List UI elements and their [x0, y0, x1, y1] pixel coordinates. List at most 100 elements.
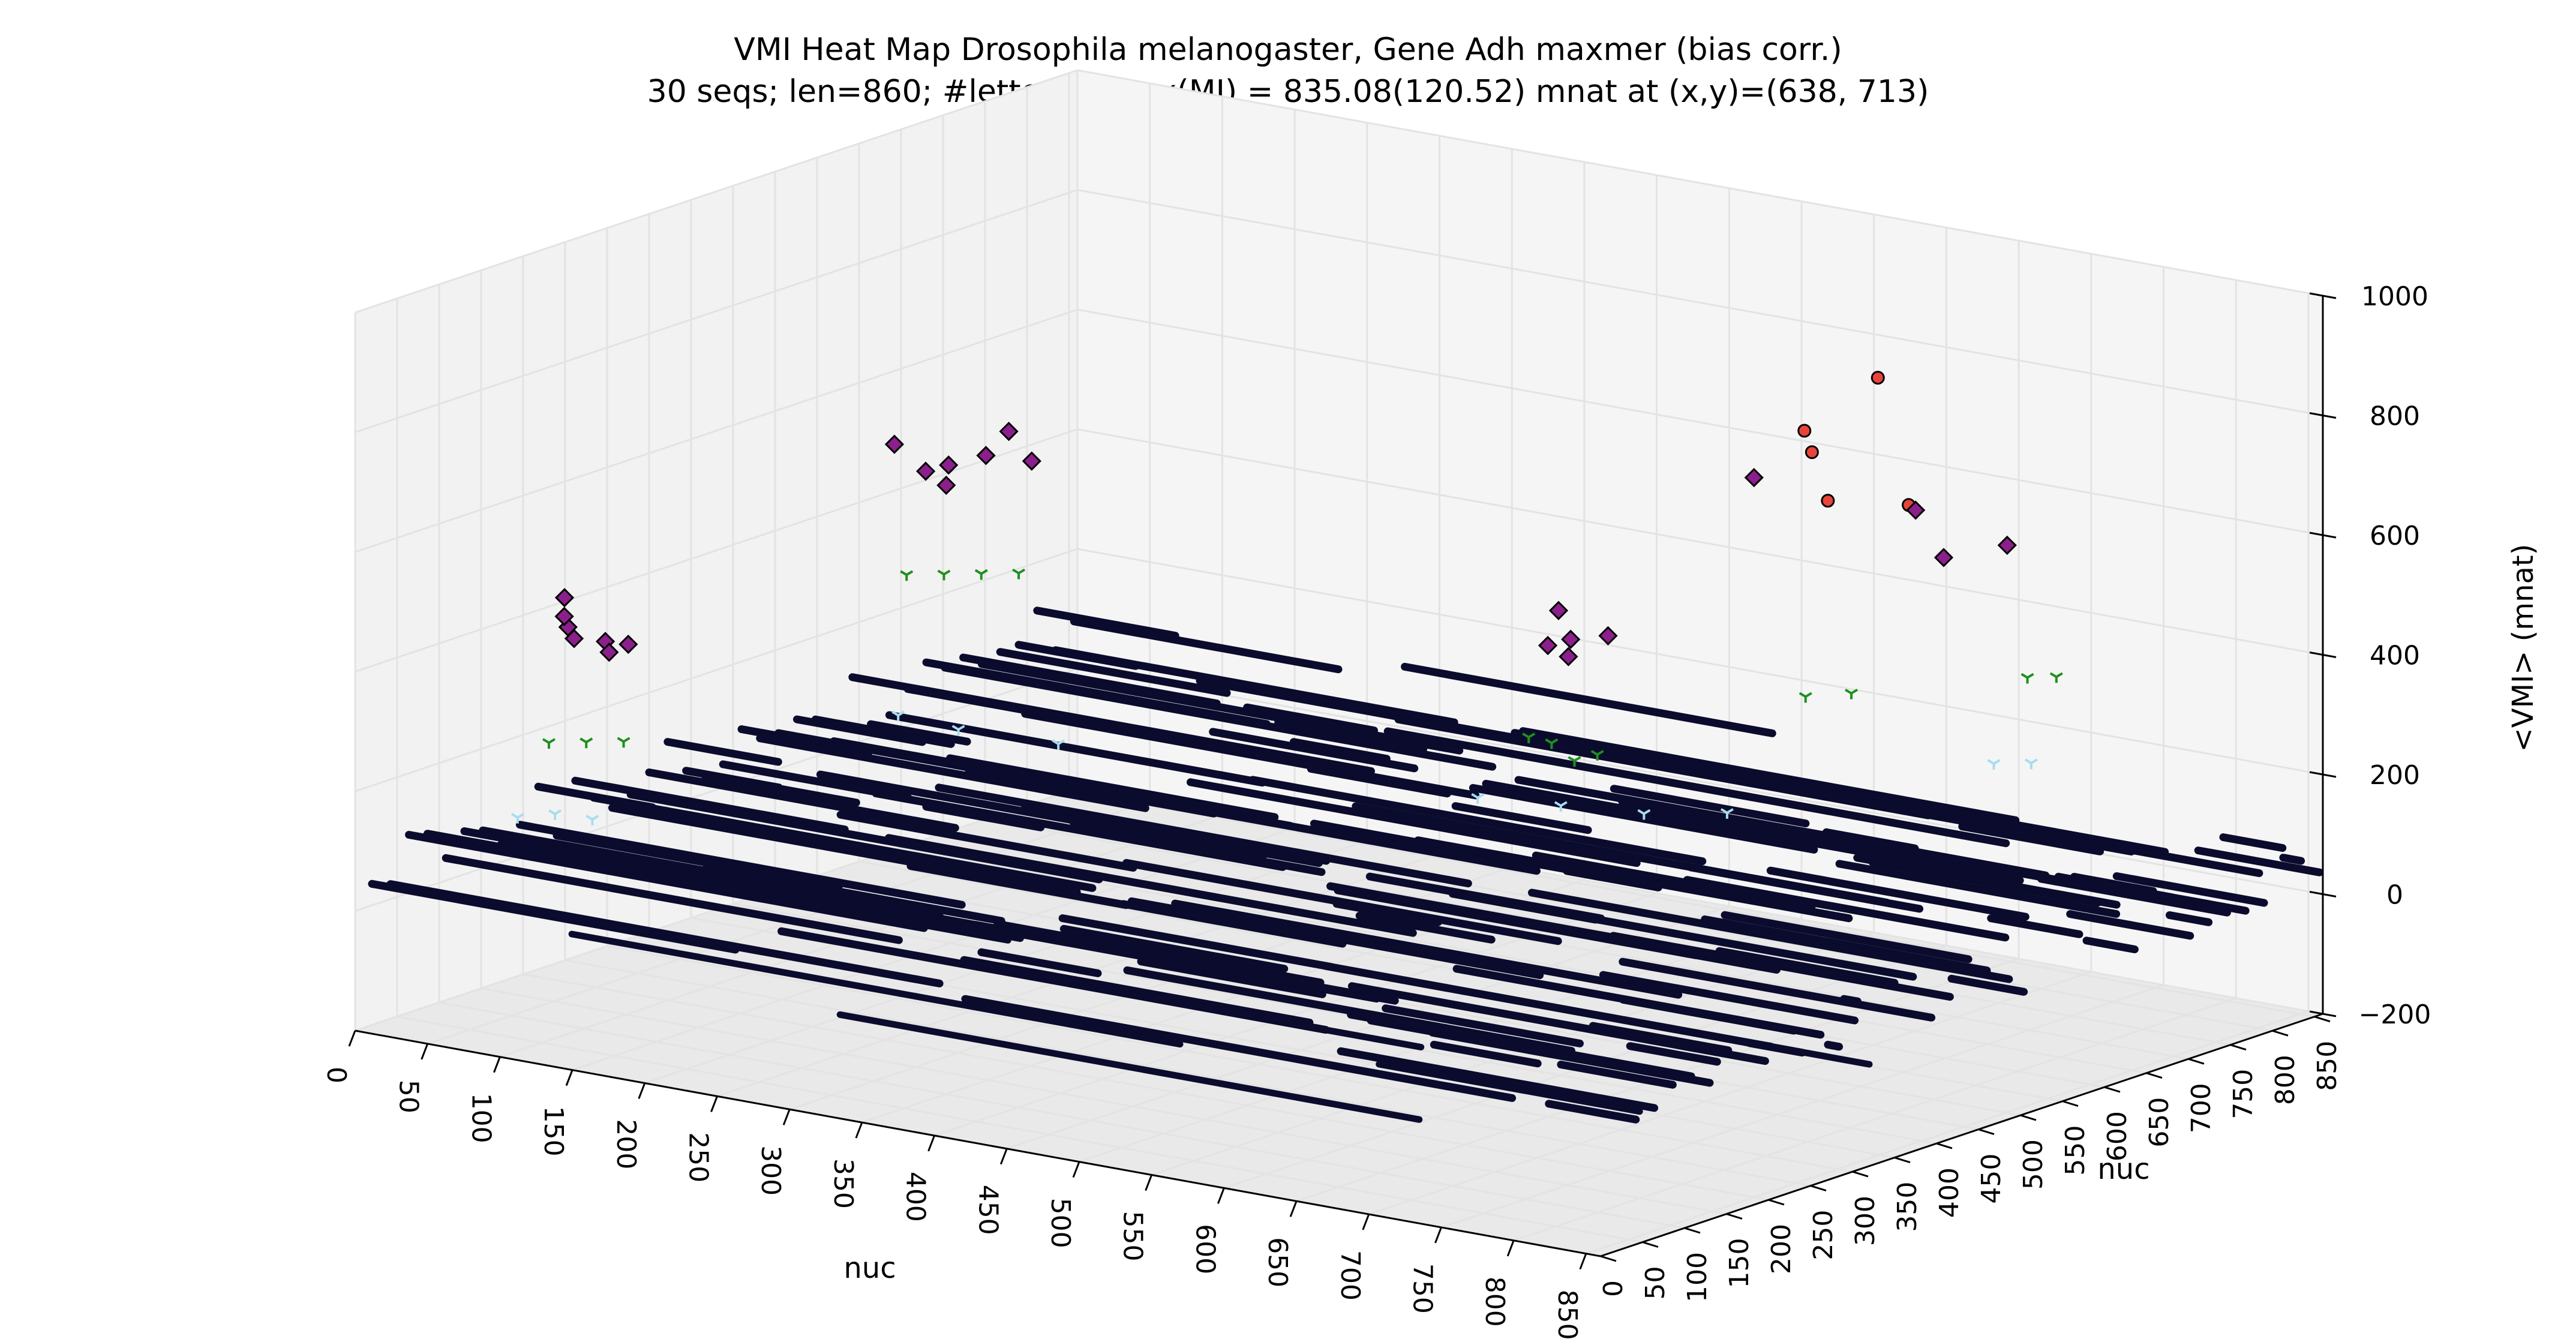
y-tick-label: 500: [2018, 1139, 2049, 1190]
x-tick-label: 200: [611, 1119, 641, 1169]
base-point-band: [1532, 851, 1817, 909]
base-point-band: [2037, 875, 2231, 917]
diamond-marker: [1559, 647, 1578, 667]
base-point-band: [1835, 860, 2121, 918]
tri-marker: [1637, 809, 1651, 820]
tri-marker: [511, 813, 524, 824]
y-axis-label: nuc: [2097, 1152, 2149, 1186]
base-point-band: [1052, 646, 1458, 726]
tri-marker: [2049, 672, 2063, 683]
base-point-ridge: [836, 1011, 1423, 1123]
y-tick-label: 0: [1598, 1280, 1629, 1297]
z-tick-mark: [2309, 771, 2337, 778]
base-point-band: [1619, 957, 1936, 1022]
base-point-band: [1332, 900, 1442, 926]
base-point-band: [1209, 728, 1419, 773]
tri-marker: [542, 738, 556, 749]
diamond-marker: [619, 634, 638, 655]
axes-ticks: 050 100 150 200 250 300 350 400 450 500 550 600 650 7…: [321, 281, 2431, 1339]
base-point-band: [1187, 778, 1641, 867]
base-point-band: [1243, 703, 1378, 735]
tri-marker: [1012, 568, 1026, 580]
base-point-band: [1619, 996, 1798, 1035]
circle-marker: [1821, 494, 1835, 508]
x-tick-label: 0: [321, 1067, 352, 1083]
base-point-band: [497, 840, 1024, 942]
base-point-band: [961, 995, 1517, 1102]
diamond-marker: [976, 446, 996, 466]
x-tick-label: 150: [538, 1106, 569, 1157]
base-point-band: [2066, 910, 2194, 940]
circle-marker: [1805, 445, 1819, 460]
circle-marker: [1871, 371, 1885, 385]
y-tick-mark: [1684, 1227, 1701, 1234]
base-point-band: [1430, 1040, 1542, 1068]
x-tick-mark: [1072, 1161, 1080, 1178]
base-point-band: [996, 648, 1231, 697]
y-tick-mark: [2314, 1016, 2331, 1023]
y-tick-label: 150: [1724, 1238, 1755, 1289]
diamond-marker: [1548, 601, 1569, 620]
base-point-band: [1625, 750, 2169, 856]
x-tick-mark: [1579, 1253, 1587, 1270]
base-point-band: [1274, 718, 1428, 753]
tri-marker: [937, 569, 951, 581]
base-point-band: [2166, 911, 2213, 926]
base-point-band: [1355, 911, 1496, 944]
tri-marker: [580, 737, 593, 749]
y-tick-label: 650: [2144, 1097, 2175, 1148]
x-tick-mark: [1434, 1227, 1442, 1244]
diamond-marker: [999, 421, 1019, 442]
y-tick-label: 800: [2270, 1055, 2301, 1105]
y-tick-mark: [1978, 1128, 1995, 1136]
base-point-band: [1451, 802, 1592, 834]
base-point-band: [1289, 738, 1391, 763]
base-point-band: [1721, 911, 1972, 963]
x-tick-label: 550: [1118, 1211, 1148, 1262]
z-tick-label: 0: [2386, 880, 2403, 911]
y-tick-mark: [2146, 1072, 2163, 1079]
x-tick-label: 500: [1045, 1198, 1076, 1248]
base-point-band: [1383, 727, 1565, 767]
tri-marker: [1052, 739, 1065, 750]
base-point-band: [935, 783, 1472, 888]
base-point-band: [719, 760, 912, 802]
base-point-band: [1958, 822, 2104, 855]
x-tick-mark: [1217, 1187, 1225, 1204]
base-point-band: [1202, 807, 1541, 875]
base-point-band: [2112, 872, 2268, 907]
x-tick-mark: [1506, 1240, 1515, 1257]
base-point-band: [811, 715, 955, 748]
circle-marker: [1797, 424, 1812, 438]
x-tick-label: 50: [394, 1080, 424, 1113]
tri-marker: [1522, 732, 1536, 743]
base-point-band: [1482, 779, 2024, 885]
base-point-band: [1307, 765, 1451, 798]
x-axis-line: [355, 1029, 1601, 1257]
base-point-band: [1070, 617, 1343, 674]
z-tick-mark: [2309, 532, 2337, 539]
base-point-band: [608, 804, 1081, 896]
base-point-band: [386, 880, 944, 987]
x-tick-mark: [421, 1043, 429, 1060]
diamond-marker: [1022, 451, 1041, 471]
base-point-band: [1137, 957, 1326, 998]
base-point-band: [880, 904, 1112, 953]
base-point-band: [816, 770, 1112, 831]
z-tick-label: 1000: [2361, 281, 2428, 312]
base-point-band: [1347, 982, 1769, 1065]
x-tick-mark: [999, 1148, 1008, 1165]
x-tick-label: 250: [683, 1132, 714, 1182]
tri-marker: [548, 809, 562, 820]
x-tick-mark: [855, 1122, 863, 1139]
z-gridline: [355, 69, 2323, 314]
x-tick-label: 850: [1552, 1290, 1583, 1339]
y-axis-line: [1600, 1013, 2323, 1257]
y-tick-label: 850: [2312, 1041, 2343, 1091]
y-tick-mark: [1600, 1255, 1617, 1262]
tri-marker: [891, 710, 905, 722]
tri-marker: [1590, 750, 1604, 761]
y-tick-mark: [2020, 1114, 2037, 1121]
y-tick-label: 300: [1850, 1196, 1881, 1246]
